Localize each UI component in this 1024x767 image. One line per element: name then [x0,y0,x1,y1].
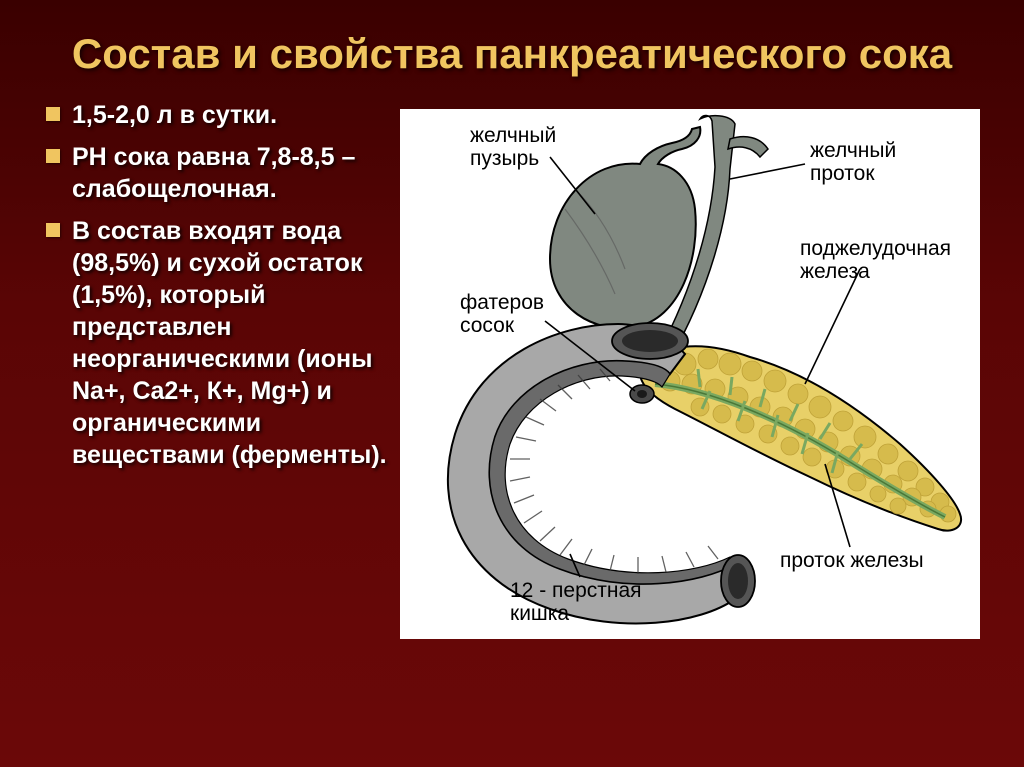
bullet-item: В состав входят вода (98,5%) и сухой ост… [40,215,390,471]
slide-title: Состав и свойства панкреатического сока [0,0,1024,81]
bullet-list: 1,5-2,0 л в сутки. РН сока равна 7,8-8,5… [40,99,390,471]
label-gallbladder: желчный пузырь [470,124,556,170]
label-gland-duct: проток железы [780,549,924,572]
label-duodenum: 12 - перстная кишка [510,579,642,625]
label-bile-duct: желчный проток [810,139,896,185]
pancreas-shape [640,346,961,530]
image-column: желчный пузырь желчный проток поджелудоч… [400,99,984,659]
anatomy-diagram: желчный пузырь желчный проток поджелудоч… [400,109,980,639]
label-vater: фатеров сосок [460,291,544,337]
text-column: 1,5-2,0 л в сутки. РН сока равна 7,8-8,5… [40,99,390,659]
bile-duct-branch [728,136,768,156]
label-pancreas: поджелудочная железа [800,237,951,283]
gallbladder-shape [550,127,700,328]
slide-body: 1,5-2,0 л в сутки. РН сока равна 7,8-8,5… [0,81,1024,659]
bullet-item: РН сока равна 7,8-8,5 – слабощелочная. [40,141,390,205]
bullet-item: 1,5-2,0 л в сутки. [40,99,390,131]
slide: Состав и свойства панкреатического сока … [0,0,1024,767]
